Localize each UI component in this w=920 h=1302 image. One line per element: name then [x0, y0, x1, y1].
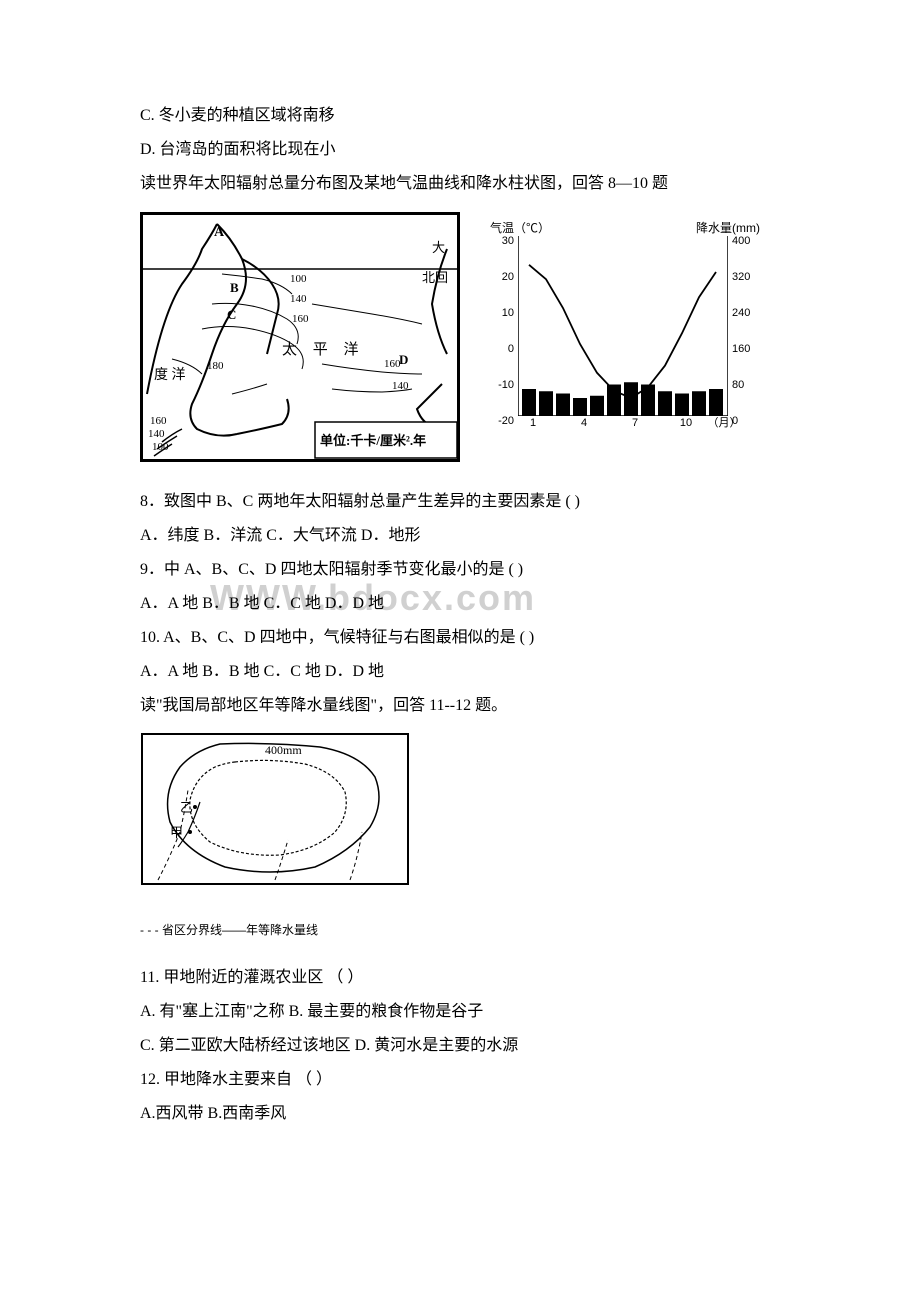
- chart-svg: [518, 236, 728, 416]
- svg-text:400mm: 400mm: [265, 743, 302, 757]
- map-label-b: B: [230, 280, 239, 295]
- q11-options-cd: C. 第二亚欧大陆桥经过该地区 D. 黄河水是主要的水源: [140, 1030, 780, 1062]
- q12-options: A.西风带 B.西南季风: [140, 1098, 780, 1130]
- svg-text:140: 140: [392, 380, 409, 392]
- svg-text:太 平 洋: 太 平 洋: [282, 341, 365, 358]
- svg-text:北回: 北回: [422, 270, 448, 285]
- svg-text:180: 180: [207, 360, 224, 372]
- map-label-c: C: [227, 307, 236, 322]
- small-map-legend: - - - 省区分界线——年等降水量线: [140, 918, 410, 942]
- q9: 9．中 A、B、C、D 四地太阳辐射季节变化最小的是 ( ): [140, 554, 780, 586]
- solar-radiation-map: A B C D 大 北回 太 平 洋 度 洋 100 140 160 180 1…: [140, 212, 460, 462]
- svg-text:单位:千卡/厘米².年: 单位:千卡/厘米².年: [320, 433, 426, 448]
- precipitation-map: 400mm 乙 甲 - - - 省区分界线——年等降水量线: [140, 732, 410, 942]
- option-c: C. 冬小麦的种植区域将南移: [140, 100, 780, 132]
- q8: 8．致图中 B、C 两地年太阳辐射总量产生差异的主要因素是 ( ): [140, 486, 780, 518]
- option-d: D. 台湾岛的面积将比现在小: [140, 134, 780, 166]
- svg-text:乙: 乙: [180, 800, 193, 815]
- figures-row-1: A B C D 大 北回 太 平 洋 度 洋 100 140 160 180 1…: [140, 212, 780, 462]
- intro-8-10: 读世界年太阳辐射总量分布图及某地气温曲线和降水柱状图，回答 8—10 题: [140, 168, 780, 200]
- chart-area: 3020100-10-20 400320240160800 14710（月）: [518, 236, 728, 416]
- climate-chart: 气温（℃） 降水量(mm) 3020: [490, 212, 760, 442]
- svg-text:甲: 甲: [170, 825, 183, 840]
- q8-options: A．纬度 B．洋流 C．大气环流 D．地形: [140, 520, 780, 552]
- svg-text:100: 100: [290, 273, 307, 285]
- svg-text:160: 160: [150, 415, 167, 427]
- small-map-svg: 400mm 乙 甲: [140, 732, 410, 902]
- svg-text:大: 大: [432, 240, 445, 255]
- svg-text:度 洋: 度 洋: [154, 367, 186, 383]
- q12: 12. 甲地降水主要来自 （ ）: [140, 1064, 780, 1096]
- map-label-a: A: [214, 225, 225, 240]
- q10-options: A．A 地 B．B 地 C．C 地 D．D 地: [140, 656, 780, 688]
- q11-options-ab: A. 有"塞上江南"之称 B. 最主要的粮食作物是谷子: [140, 996, 780, 1028]
- svg-text:140: 140: [148, 428, 165, 440]
- svg-text:160: 160: [384, 358, 401, 370]
- svg-text:140: 140: [290, 293, 307, 305]
- svg-text:100: 100: [152, 441, 169, 453]
- svg-text:160: 160: [292, 313, 309, 325]
- intro-11-12: 读"我国局部地区年等降水量线图"，回答 11--12 题。: [140, 690, 780, 722]
- q9-options: A．A 地 B．B 地 C．C 地 D．D 地: [140, 588, 780, 620]
- map-svg: A B C D 大 北回 太 平 洋 度 洋 100 140 160 180 1…: [142, 214, 458, 460]
- q11: 11. 甲地附近的灌溉农业区 （ ）: [140, 962, 780, 994]
- q10: 10. A、B、C、D 四地中，气候特征与右图最相似的是 ( ): [140, 622, 780, 654]
